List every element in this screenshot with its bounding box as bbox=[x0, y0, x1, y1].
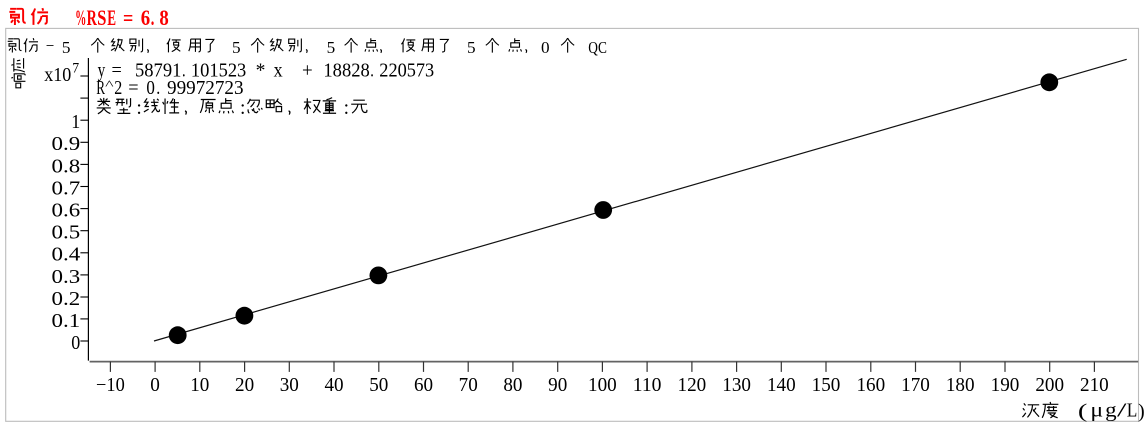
svg-text:0: 0 bbox=[150, 375, 160, 396]
svg-text:g: g bbox=[1105, 400, 1117, 421]
svg-text:58791: 58791 bbox=[135, 60, 181, 81]
svg-text:0.4: 0.4 bbox=[52, 245, 81, 266]
svg-text:170: 170 bbox=[901, 375, 930, 396]
svg-text:1: 1 bbox=[71, 112, 80, 133]
svg-text:50: 50 bbox=[369, 375, 388, 396]
svg-text:5: 5 bbox=[467, 38, 476, 57]
svg-text:y: y bbox=[98, 60, 106, 81]
svg-text:210: 210 bbox=[1080, 375, 1109, 396]
svg-text:R: R bbox=[96, 78, 105, 99]
svg-text:140: 140 bbox=[767, 375, 796, 396]
svg-text:18828: 18828 bbox=[323, 60, 369, 81]
svg-text:7: 7 bbox=[72, 61, 79, 77]
svg-text:0: 0 bbox=[541, 38, 550, 57]
svg-text:2: 2 bbox=[114, 78, 122, 99]
svg-text:99972723: 99972723 bbox=[167, 78, 244, 99]
svg-text:0.7: 0.7 bbox=[52, 178, 81, 199]
svg-text:0.1: 0.1 bbox=[52, 311, 81, 332]
svg-text:μ: μ bbox=[1090, 400, 1103, 421]
svg-text:180: 180 bbox=[946, 375, 975, 396]
svg-text:5: 5 bbox=[232, 38, 241, 57]
svg-text:/: / bbox=[1117, 400, 1128, 421]
svg-text:QC: QC bbox=[588, 38, 607, 57]
svg-text:0.9: 0.9 bbox=[52, 134, 81, 155]
svg-text:=: = bbox=[123, 5, 133, 30]
svg-text:0.6: 0.6 bbox=[52, 201, 81, 222]
svg-text:E: E bbox=[107, 5, 116, 30]
svg-text:.: . bbox=[370, 60, 374, 81]
svg-text:10: 10 bbox=[190, 375, 209, 396]
svg-text::: : bbox=[240, 98, 245, 119]
svg-text:(: ( bbox=[1078, 400, 1088, 422]
svg-text:.: . bbox=[156, 78, 160, 99]
svg-text:+: + bbox=[302, 60, 313, 81]
svg-text:=: = bbox=[112, 60, 122, 81]
svg-text:0: 0 bbox=[71, 333, 80, 354]
svg-text:0.5: 0.5 bbox=[52, 223, 81, 244]
svg-text:160: 160 bbox=[856, 375, 885, 396]
svg-text:70: 70 bbox=[459, 375, 478, 396]
svg-text:R: R bbox=[87, 5, 98, 30]
svg-text:100: 100 bbox=[588, 375, 617, 396]
svg-text:*: * bbox=[256, 60, 266, 81]
svg-text:30: 30 bbox=[280, 375, 299, 396]
svg-text:%: % bbox=[75, 5, 86, 30]
svg-text:200: 200 bbox=[1035, 375, 1064, 396]
svg-text:130: 130 bbox=[722, 375, 751, 396]
svg-text:190: 190 bbox=[991, 375, 1020, 396]
svg-text:x: x bbox=[274, 60, 283, 81]
svg-text:=: = bbox=[128, 78, 138, 99]
svg-text:S: S bbox=[97, 5, 106, 30]
svg-text:.: . bbox=[182, 60, 186, 81]
svg-text:20: 20 bbox=[235, 375, 254, 396]
svg-text:90: 90 bbox=[548, 375, 567, 396]
svg-text::: : bbox=[136, 98, 141, 119]
svg-text:101523: 101523 bbox=[191, 60, 246, 81]
svg-text:.: . bbox=[151, 5, 155, 30]
svg-text:): ) bbox=[1138, 400, 1145, 422]
svg-text:80: 80 bbox=[503, 375, 522, 396]
svg-text:x10: x10 bbox=[44, 65, 71, 86]
svg-text:0.2: 0.2 bbox=[52, 289, 81, 310]
svg-text:40: 40 bbox=[324, 375, 343, 396]
svg-text:120: 120 bbox=[678, 375, 707, 396]
svg-text:–: – bbox=[46, 35, 54, 54]
svg-text:L: L bbox=[1127, 400, 1138, 421]
svg-text:5: 5 bbox=[327, 38, 336, 57]
svg-text:0: 0 bbox=[146, 78, 155, 99]
svg-text:60: 60 bbox=[414, 375, 433, 396]
svg-text:−10: −10 bbox=[96, 375, 125, 396]
svg-text:6: 6 bbox=[141, 5, 150, 30]
svg-text:150: 150 bbox=[812, 375, 841, 396]
svg-text:0.3: 0.3 bbox=[52, 267, 81, 288]
svg-text:5: 5 bbox=[62, 38, 71, 57]
svg-text:8: 8 bbox=[159, 5, 168, 30]
svg-text:0.8: 0.8 bbox=[52, 156, 81, 177]
svg-text:220573: 220573 bbox=[379, 60, 434, 81]
svg-text:110: 110 bbox=[633, 375, 662, 396]
svg-text::: : bbox=[344, 98, 349, 119]
svg-text:^: ^ bbox=[105, 77, 113, 92]
